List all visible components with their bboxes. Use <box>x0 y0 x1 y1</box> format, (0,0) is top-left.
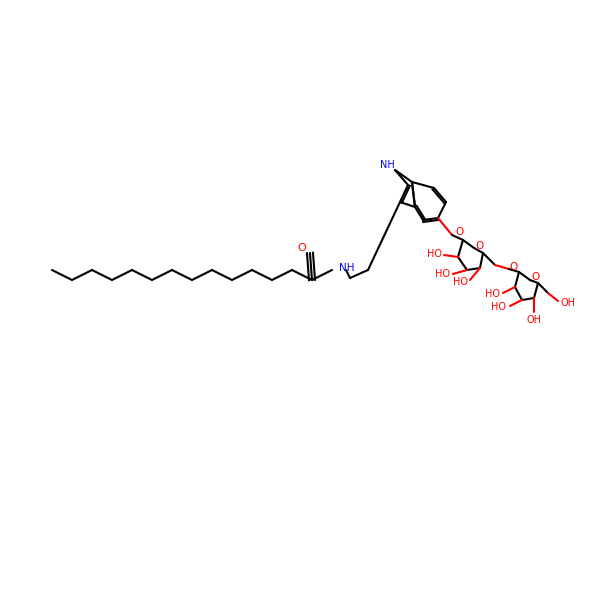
Text: HO: HO <box>427 249 442 259</box>
Text: HO: HO <box>491 302 506 312</box>
Text: OH: OH <box>527 315 542 325</box>
Text: HO: HO <box>436 269 451 279</box>
Text: O: O <box>531 272 539 282</box>
Text: HO: HO <box>485 289 499 299</box>
Text: O: O <box>298 243 307 253</box>
Text: O: O <box>510 262 518 272</box>
Text: OH: OH <box>560 298 575 308</box>
Text: NH: NH <box>380 160 394 170</box>
Text: O: O <box>455 227 463 237</box>
Text: NH: NH <box>339 263 355 273</box>
Text: HO: HO <box>452 277 467 287</box>
Text: O: O <box>475 241 483 251</box>
